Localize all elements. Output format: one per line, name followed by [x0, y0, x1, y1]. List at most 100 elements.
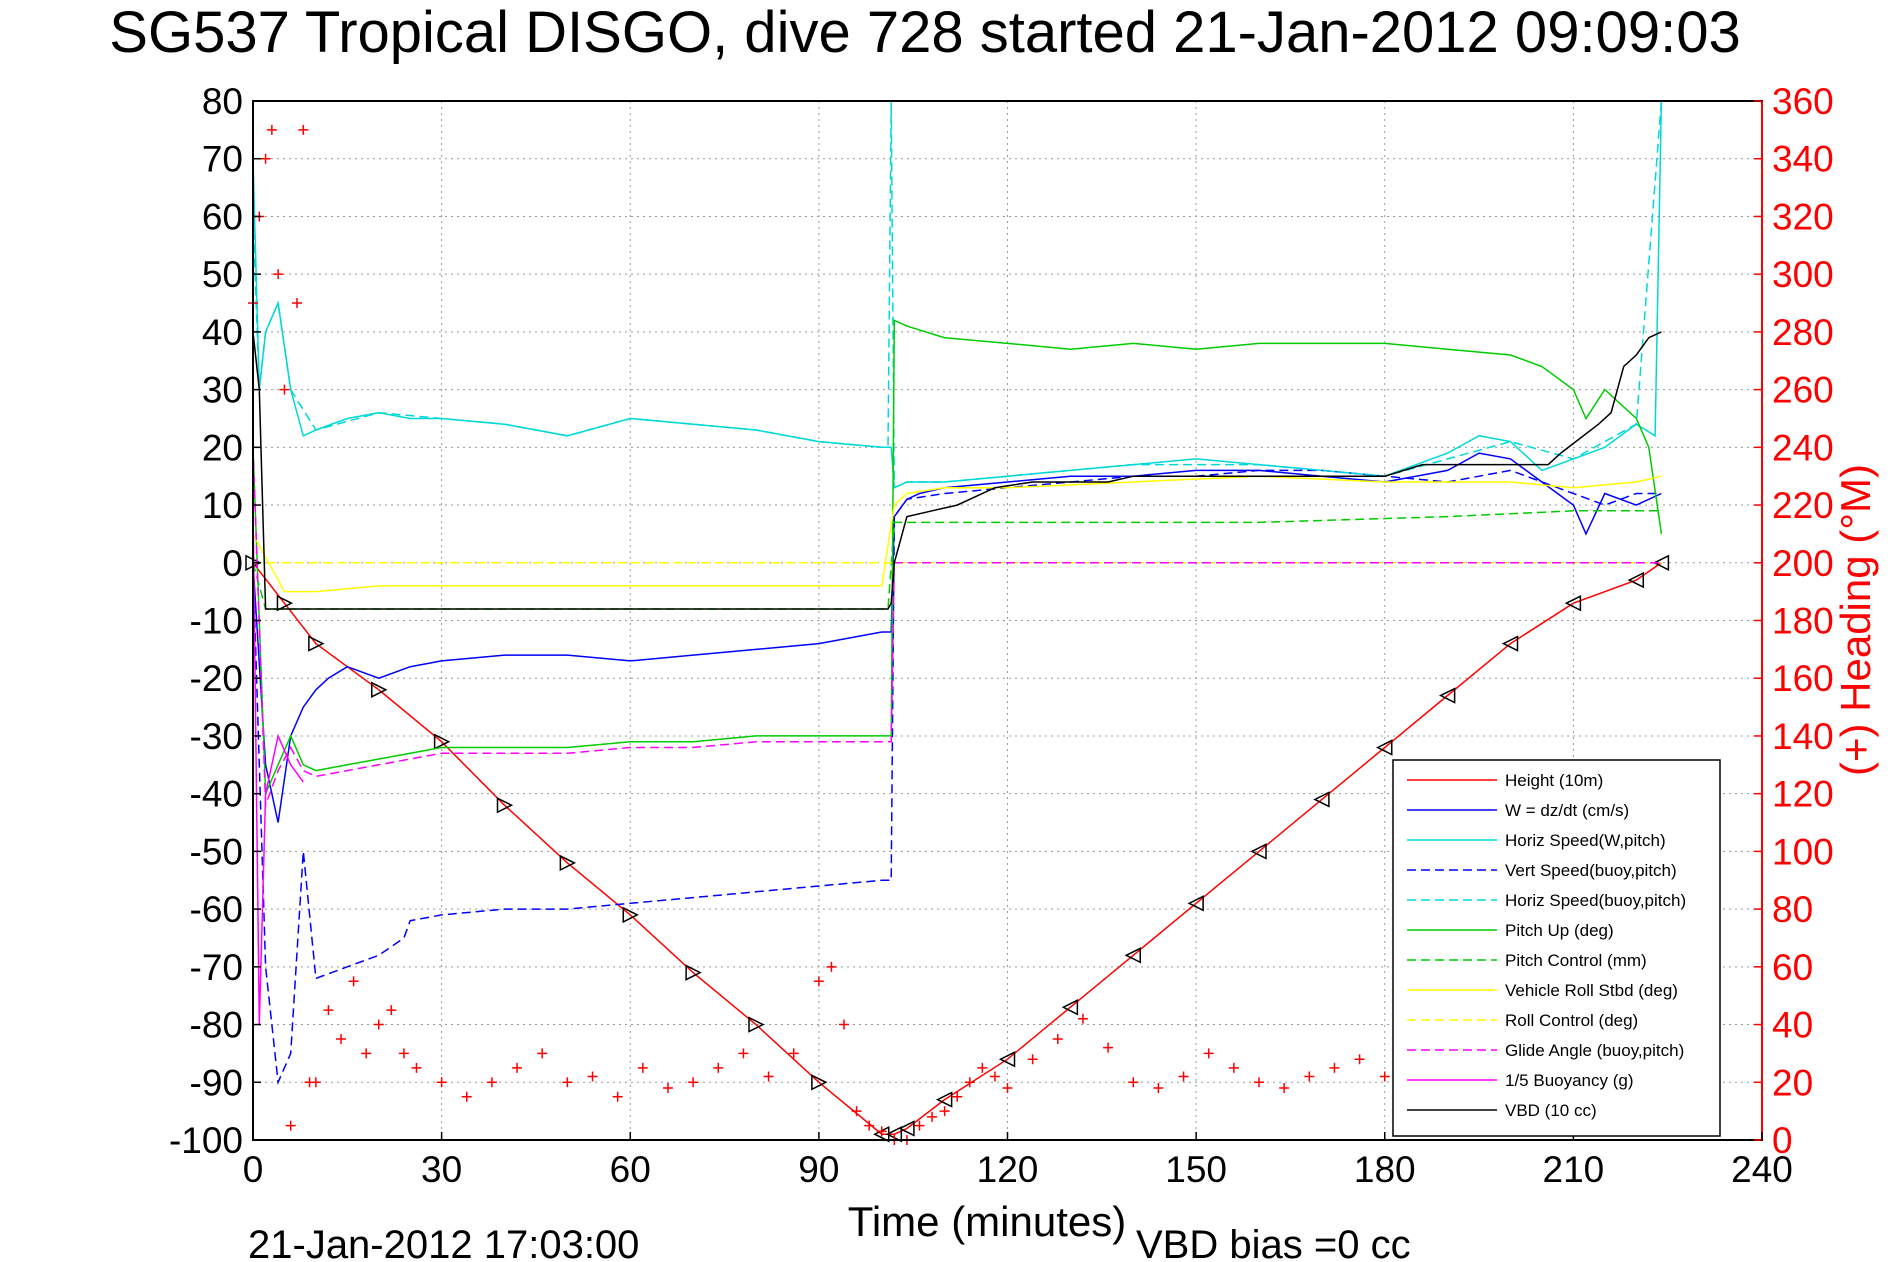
right-tick-label: 260: [1772, 370, 1834, 411]
heading-point: [348, 976, 359, 987]
heading-point: [952, 1091, 963, 1102]
heading-point: [914, 1120, 925, 1131]
heading-point: [537, 1048, 548, 1059]
height-marker: [1438, 687, 1456, 704]
legend-entry: Horiz Speed(W,pitch): [1505, 831, 1666, 850]
height-marker: [496, 796, 514, 814]
heading-point: [310, 1077, 321, 1088]
legend-entry: W = dz/dt (cm/s): [1505, 801, 1629, 820]
height-marker: [685, 964, 702, 981]
left-tick-label: 10: [202, 485, 243, 526]
left-tick-label: -50: [190, 831, 243, 872]
left-tick-label: 70: [202, 139, 243, 180]
legend-entry: 1/5 Buoyancy (g): [1505, 1071, 1634, 1090]
height-marker: [371, 681, 388, 698]
height-marker: [1376, 739, 1393, 756]
left-tick-label: -100: [169, 1120, 243, 1161]
heading-point: [461, 1091, 472, 1102]
heading-point: [587, 1071, 598, 1082]
heading-point: [486, 1077, 497, 1088]
height-marker: [433, 733, 451, 750]
heading-point: [1052, 1033, 1063, 1044]
heading-point: [688, 1077, 699, 1088]
heading-point: [763, 1071, 774, 1082]
height-marker: [1313, 791, 1330, 808]
series-pitch-up-deg: [252, 319, 1663, 794]
footer-timestamp: 21-Jan-2012 17:03:00: [248, 1223, 639, 1262]
legend-entry: Roll Control (deg): [1505, 1011, 1638, 1030]
series-height-10m: [245, 554, 1670, 1143]
series-vehicle-roll-stbd-deg: [252, 475, 1662, 593]
heading-point: [386, 1005, 397, 1016]
legend-entry: Pitch Up (deg): [1505, 921, 1614, 940]
heading-point: [813, 976, 824, 987]
right-tick-label: 300: [1772, 254, 1834, 295]
height-marker: [935, 1091, 953, 1108]
height-marker: [276, 594, 294, 612]
bottom-tick-label: 0: [243, 1149, 264, 1190]
bottom-tick-label: 240: [1731, 1149, 1793, 1190]
heading-point: [662, 1083, 673, 1094]
height-marker: [622, 906, 639, 924]
series-line: [252, 469, 1662, 1086]
right-tick-label: 120: [1772, 774, 1834, 815]
heading-point: [788, 1048, 799, 1059]
heading-point: [851, 1106, 862, 1117]
right-axis: 3603403203002802602402202001801601401201…: [1754, 81, 1834, 1161]
height-marker: [308, 635, 325, 652]
heading-point: [266, 124, 277, 135]
bottom-tick-label: 150: [1165, 1149, 1227, 1190]
heading-point: [279, 384, 290, 395]
heading-point: [1178, 1071, 1189, 1082]
left-tick-label: -80: [190, 1005, 243, 1046]
series-vert-speed-buoy-pitch: [252, 469, 1662, 1086]
left-tick-label: -60: [190, 889, 243, 930]
heading-point: [260, 153, 271, 164]
height-marker: [1501, 635, 1519, 652]
heading-point: [939, 1106, 950, 1117]
right-tick-label: 140: [1772, 716, 1834, 757]
right-tick-label: 160: [1772, 658, 1834, 699]
series-line: [252, 452, 1662, 823]
height-marker: [1564, 594, 1582, 612]
legend: Height (10m) W = dz/dt (cm/s) Horiz Speed(…: [1392, 759, 1721, 1137]
series-vbd-10-cc: [252, 331, 1662, 610]
right-tick-label: 180: [1772, 601, 1834, 642]
left-tick-label: 30: [202, 370, 243, 411]
series-1-5-buoyancy-g: [252, 505, 304, 1025]
heading-point: [292, 298, 303, 309]
heading-point: [713, 1062, 724, 1073]
left-tick-label: 80: [202, 81, 243, 122]
left-tick-label: 40: [202, 312, 243, 353]
heading-point: [1002, 1083, 1013, 1094]
heading-point: [562, 1077, 573, 1088]
heading-point: [1304, 1071, 1315, 1082]
right-tick-label: 60: [1772, 947, 1813, 988]
left-tick-label: 0: [222, 543, 243, 584]
heading-point: [1128, 1077, 1139, 1088]
legend-entry: Vert Speed(buoy,pitch): [1505, 861, 1677, 880]
series-glide-angle-buoy-pitch: [252, 447, 1662, 806]
series-line: [252, 505, 304, 1025]
heading-point: [398, 1048, 409, 1059]
right-tick-label: 40: [1772, 1005, 1813, 1046]
heading-point: [411, 1062, 422, 1073]
chart-title: SG537 Tropical DISGO, dive 728 started 2…: [109, 0, 1740, 65]
heading-point: [323, 1005, 334, 1016]
heading-point: [336, 1033, 347, 1044]
x-axis-label: Time (minutes): [848, 1198, 1126, 1245]
heading-point: [361, 1048, 372, 1059]
series-line: [252, 510, 1662, 610]
heading-point: [876, 1126, 887, 1137]
heading-point: [1103, 1042, 1114, 1053]
bottom-axis: 0 30 60 90 120 150 180 210 240: [243, 1132, 1793, 1190]
left-axis: 80 70 60 50 40 30 20 10 0 -10 -20 -30 -40 -50 -60 -70 -8…: [169, 81, 261, 1161]
heading-point: [1379, 1071, 1390, 1082]
heading-point: [989, 1071, 1000, 1082]
left-tick-label: 50: [202, 254, 243, 295]
heading-point: [927, 1111, 938, 1122]
series-pitch-control-mm: [252, 510, 1662, 610]
right-tick-label: 240: [1772, 427, 1834, 468]
right-tick-label: 80: [1772, 889, 1813, 930]
